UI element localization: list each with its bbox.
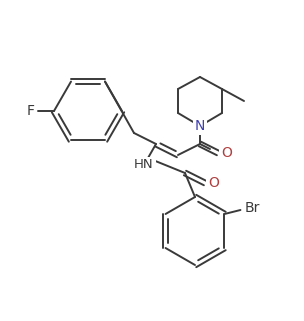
Text: HN: HN xyxy=(134,159,154,171)
Text: O: O xyxy=(209,176,219,190)
Text: Br: Br xyxy=(245,201,260,215)
Text: F: F xyxy=(27,104,35,118)
Text: N: N xyxy=(195,119,205,133)
Text: O: O xyxy=(222,146,233,160)
